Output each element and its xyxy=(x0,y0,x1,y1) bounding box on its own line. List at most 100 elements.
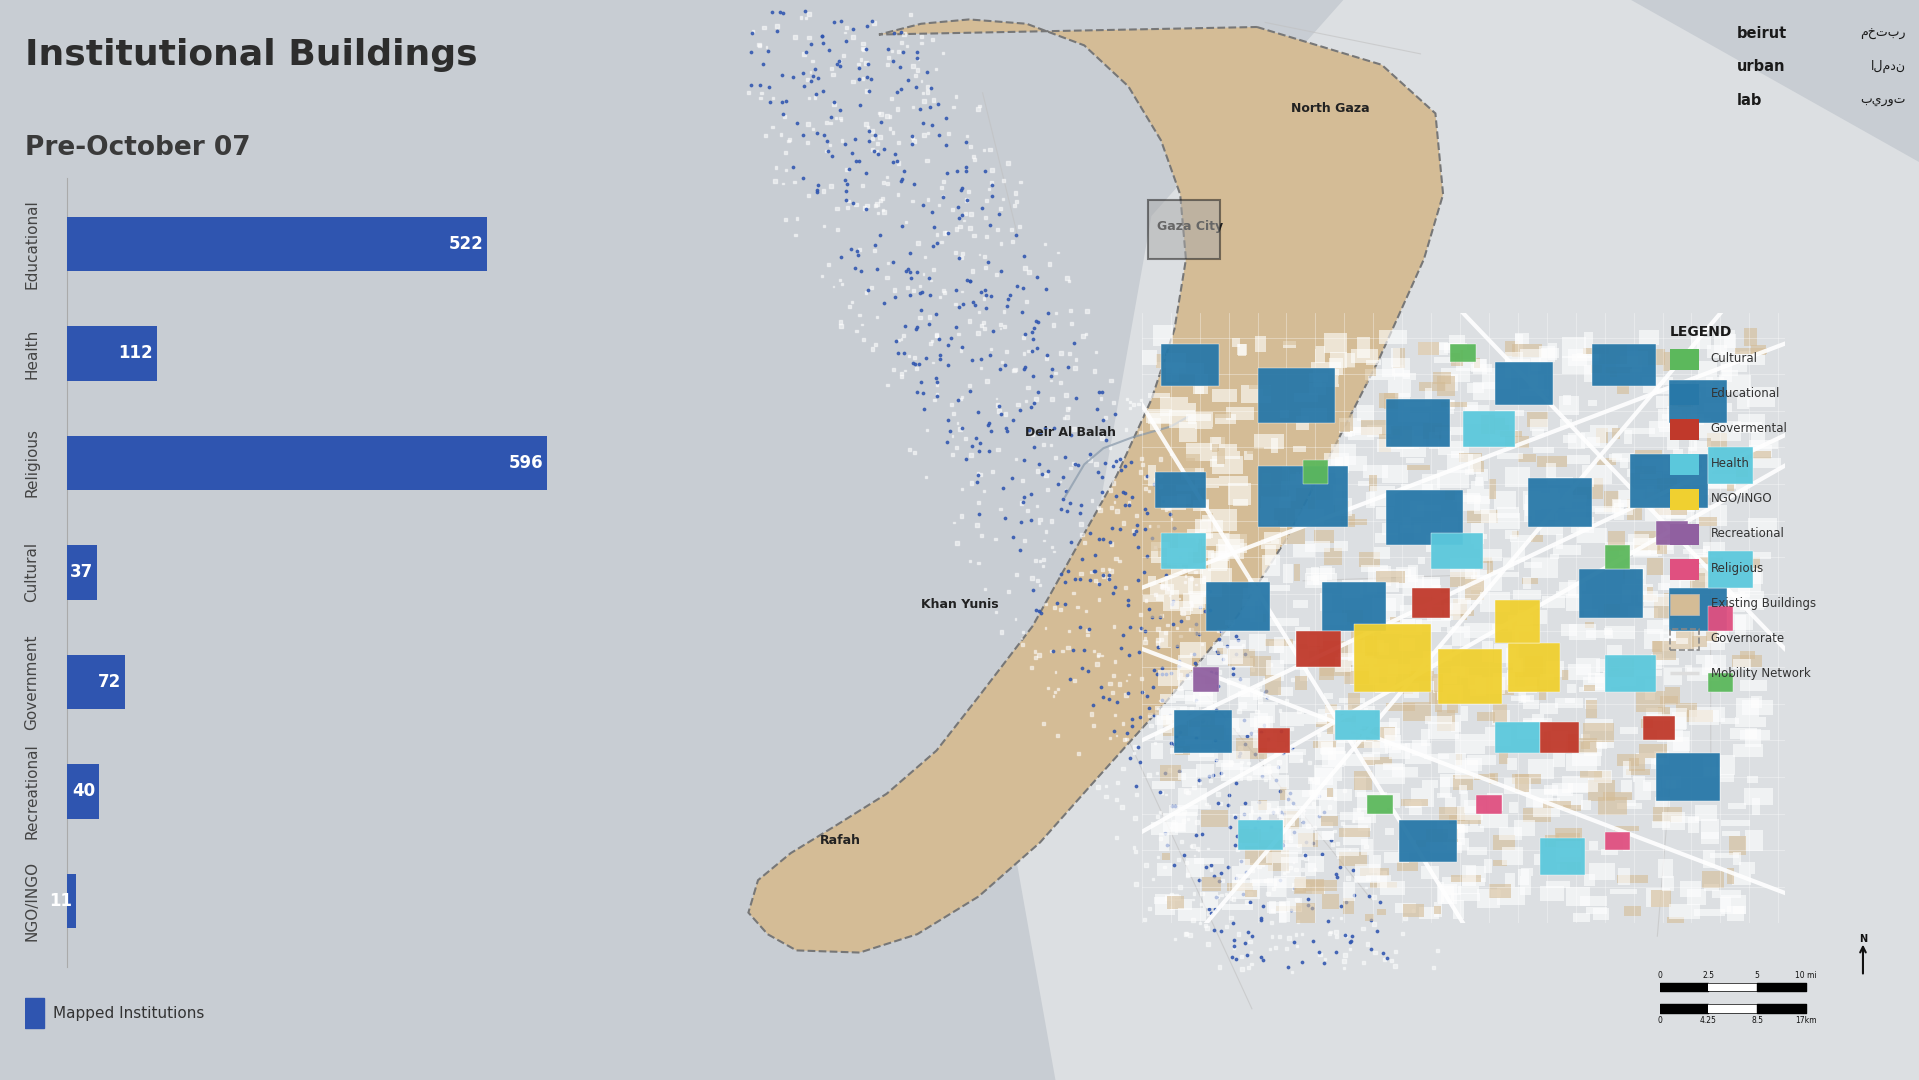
Bar xyxy=(1608,659,1633,676)
Bar xyxy=(1169,631,1196,647)
Point xyxy=(969,581,1000,598)
Point xyxy=(1182,532,1213,550)
Text: Cultural: Cultural xyxy=(1712,352,1758,365)
Point xyxy=(938,514,969,531)
Point xyxy=(1293,754,1324,771)
Bar xyxy=(1320,797,1338,815)
Point xyxy=(956,553,986,570)
Point xyxy=(1272,940,1303,957)
Polygon shape xyxy=(748,19,1443,953)
Point xyxy=(1055,494,1086,511)
Bar xyxy=(1739,414,1765,432)
Point xyxy=(1004,541,1034,558)
Point xyxy=(812,114,842,132)
Bar xyxy=(1384,852,1409,863)
Bar xyxy=(1180,607,1190,615)
Point xyxy=(856,70,887,87)
Point xyxy=(1059,570,1090,588)
Point xyxy=(865,113,896,131)
Bar xyxy=(1374,764,1405,784)
Bar xyxy=(1457,826,1483,832)
Bar xyxy=(1671,592,1691,610)
Point xyxy=(1276,963,1307,981)
Bar xyxy=(1480,814,1508,828)
Bar xyxy=(1274,876,1307,888)
Bar xyxy=(1142,350,1157,365)
Bar xyxy=(1345,672,1368,684)
Bar xyxy=(1447,400,1453,414)
Point xyxy=(837,293,867,310)
Point xyxy=(877,153,908,171)
Point xyxy=(906,301,936,319)
Point xyxy=(1355,888,1386,905)
Bar xyxy=(1309,440,1339,459)
Point xyxy=(917,117,948,134)
Bar xyxy=(1729,802,1746,809)
Point xyxy=(929,173,960,190)
Point xyxy=(1078,643,1109,660)
Bar xyxy=(1301,789,1326,797)
Point xyxy=(927,44,958,62)
Point xyxy=(1090,409,1121,427)
Point xyxy=(1359,916,1389,933)
Point xyxy=(1309,804,1339,821)
Point xyxy=(1107,760,1138,778)
Point xyxy=(1011,294,1042,311)
Point xyxy=(1205,622,1236,639)
Point xyxy=(1146,692,1176,710)
Point xyxy=(954,312,984,329)
Point xyxy=(1268,836,1299,853)
Bar xyxy=(1455,734,1485,755)
Bar xyxy=(1625,800,1635,807)
Point xyxy=(1249,847,1280,864)
Text: Health: Health xyxy=(1712,457,1750,470)
Point xyxy=(829,24,860,41)
Bar xyxy=(1470,686,1485,697)
Bar xyxy=(1514,333,1529,343)
Point xyxy=(942,198,973,215)
Point xyxy=(887,80,917,97)
Point xyxy=(1046,374,1077,391)
Point xyxy=(973,417,1004,434)
Bar xyxy=(1357,729,1380,747)
Bar xyxy=(1366,492,1374,508)
Bar xyxy=(1583,686,1595,691)
Point xyxy=(996,286,1027,303)
Bar xyxy=(1194,555,1215,566)
Bar xyxy=(1364,730,1391,747)
Bar xyxy=(1161,852,1171,860)
Point xyxy=(1174,926,1205,943)
Bar xyxy=(1336,710,1380,741)
Bar xyxy=(1702,459,1729,470)
Point xyxy=(917,31,948,49)
Bar xyxy=(1564,806,1581,811)
Point xyxy=(1138,475,1169,492)
Point xyxy=(967,316,998,334)
Point xyxy=(1207,767,1238,784)
Bar xyxy=(1414,523,1443,540)
Point xyxy=(1186,598,1217,616)
Bar xyxy=(1368,721,1397,738)
Bar xyxy=(1658,707,1670,717)
Point xyxy=(908,84,938,102)
Point xyxy=(933,224,963,241)
Point xyxy=(1351,879,1382,896)
Point xyxy=(954,183,984,200)
Bar xyxy=(1366,582,1399,592)
Point xyxy=(1123,395,1153,413)
Point xyxy=(1272,791,1303,808)
Point xyxy=(946,481,977,498)
Point xyxy=(1105,461,1136,478)
Point xyxy=(1002,278,1032,295)
Point xyxy=(1142,632,1173,649)
Point xyxy=(1173,866,1203,883)
Bar xyxy=(1222,904,1253,909)
Point xyxy=(1184,774,1215,792)
Bar xyxy=(1347,707,1368,716)
Point xyxy=(1230,735,1261,753)
Point xyxy=(1105,639,1136,657)
Bar xyxy=(1148,576,1155,584)
Bar xyxy=(1428,606,1451,621)
Bar xyxy=(1290,753,1303,762)
Point xyxy=(1084,591,1115,608)
